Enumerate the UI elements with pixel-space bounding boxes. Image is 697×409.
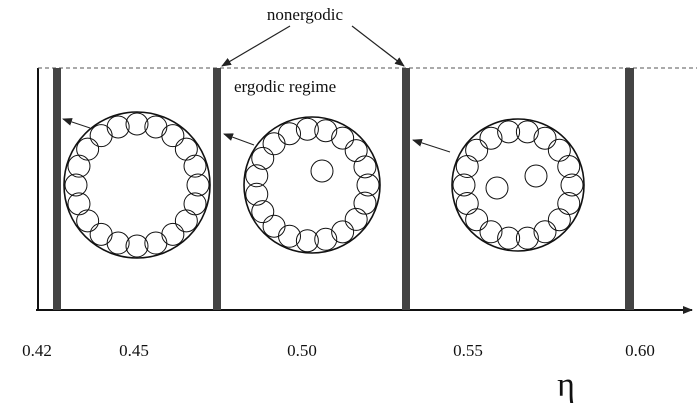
particle [295,229,319,253]
arrow [223,133,255,146]
particle [64,173,88,197]
particle [245,182,269,206]
particle [76,209,100,233]
particle [455,191,479,215]
particle [497,226,521,250]
particle [161,124,185,148]
particle [183,154,207,178]
particle [465,208,489,232]
particle [547,208,571,232]
particle [465,138,489,162]
particle [331,220,355,244]
particle [310,159,334,183]
particle [295,117,319,141]
particle [67,154,91,178]
tick-label: 0.50 [287,341,317,360]
particle [174,137,198,161]
particle [262,214,286,238]
particle [479,126,503,150]
particle [547,138,571,162]
particle [560,173,584,197]
transition-bar [402,68,410,310]
particle [251,146,275,170]
particle [515,226,539,250]
particle [183,192,207,216]
transition-bar [213,68,221,310]
particle [106,231,130,255]
particle [106,115,130,139]
particle [67,192,91,216]
particle [524,164,548,188]
particle [515,120,539,144]
particle [353,191,377,215]
particle [89,124,113,148]
particle [557,155,581,179]
arrow [351,25,405,67]
particle [251,200,275,224]
particle [144,231,168,255]
ergodic-label: ergodic regime [234,77,336,96]
particle [356,173,380,197]
container [63,111,211,259]
transition-bar [625,68,634,310]
particle [533,220,557,244]
particle [353,155,377,179]
tick-label: 0.42 [22,341,52,360]
nonergodic-label: nonergodic [267,5,344,24]
container [243,116,381,254]
particle [344,139,368,163]
tick-label: 0.45 [119,341,149,360]
arrow [62,118,91,129]
particle [144,115,168,139]
frame [36,25,697,314]
particle [174,209,198,233]
particle [125,112,149,136]
transition-bar [53,68,61,310]
particle [76,137,100,161]
particle [314,119,338,143]
particle [344,207,368,231]
particle [245,164,269,188]
container [451,118,585,252]
particle [186,173,210,197]
particle [161,222,185,246]
particle [278,122,302,146]
axis-label: η [557,367,575,404]
particle [452,173,476,197]
particle [89,222,113,246]
particle [485,176,509,200]
particle [331,126,355,150]
particle [533,126,557,150]
tick-label: 0.55 [453,341,483,360]
arrow [412,138,451,153]
particle [497,120,521,144]
particle [479,220,503,244]
particle [262,132,286,156]
particle [314,227,338,251]
tick-label: 0.60 [625,341,655,360]
particle [125,234,149,258]
arrow [221,25,291,67]
